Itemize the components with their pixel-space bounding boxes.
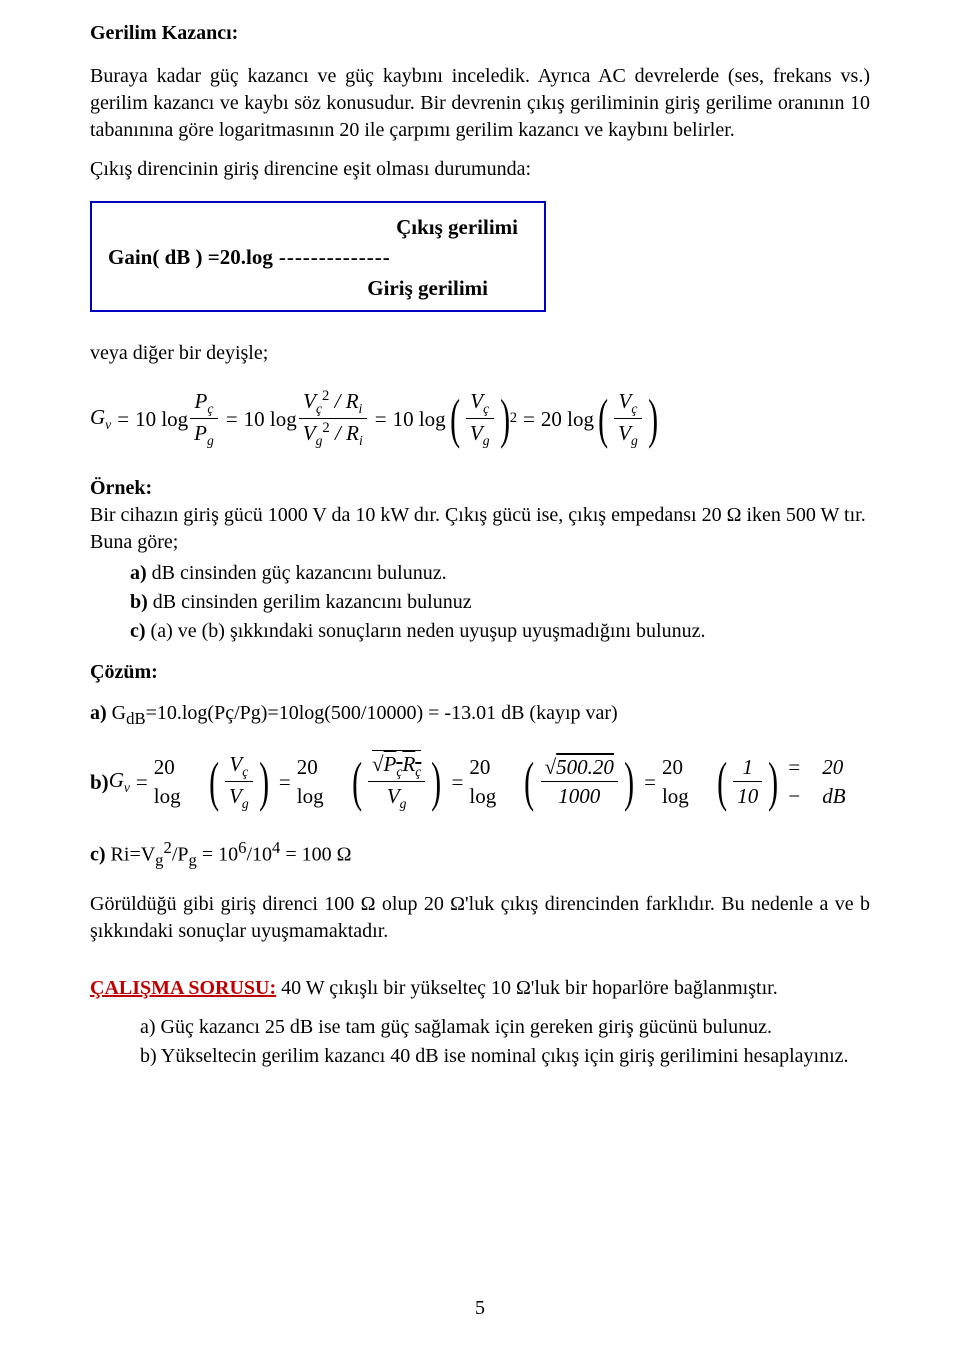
calisma-block: ÇALIŞMA SORUSU: 40 W çıkışlı bir yükselt… [90,975,870,1002]
equation-gv: Gv = 10 log Pç Pg = 10 log Vç2 / Ri Vg2 … [90,387,870,451]
ornek-block: Örnek: Bir cihazın giriş gücü 1000 V da … [90,475,870,556]
page-container: Gerilim Kazancı: Buraya kadar güç kazanc… [0,0,960,1350]
box-mid-left: Gain( dB ) =20.log [108,243,273,271]
cozum-label: Çözüm: [90,659,870,686]
gain-formula-box: Çıkış gerilimi Gain( dB ) =20.log ------… [90,201,546,312]
sqrt-500-20: 500.20 [556,755,614,779]
paragraph-1: Buraya kadar güç kazancı ve güç kaybını … [90,63,870,144]
den-1000: 1000 [554,782,604,810]
page-number: 5 [0,1295,960,1322]
solution-c: c) Ri=Vg2/Pg = 106/104 = 100 Ω [90,837,870,872]
b-label: b) [90,768,109,796]
ornek-label: Örnek: [90,477,152,499]
heading: Gerilim Kazancı: [90,20,870,47]
list-item-b: b) dB cinsinden gerilim kazancını bulunu… [130,589,870,616]
c-label: c) [90,844,111,866]
solution-a: a) GdB=10.log(Pç/Pg)=10log(500/10000) = … [90,700,870,731]
box-bot-line: Giriş gerilimi [108,274,528,302]
calisma-label: ÇALIŞMA SORUSU: [90,977,276,999]
calisma-item-b: b) Yükseltecin gerilim kazancı 40 dB ise… [140,1043,870,1070]
goruldu-paragraph: Görüldüğü gibi giriş direnci 100 Ω olup … [90,891,870,945]
veya-line: veya diğer bir deyişle; [90,340,870,367]
num-1: 1 [738,753,757,781]
ornek-text: Bir cihazın giriş gücü 1000 V da 10 kW d… [90,504,866,553]
box-dashes: -------------- [273,243,528,271]
result-20db: 20 dB [822,753,870,810]
box-mid-line: Gain( dB ) =20.log -------------- [108,243,528,271]
ornek-list: a) dB cinsinden güç kazancını bulunuz. b… [130,560,870,645]
list-item-a: a) dB cinsinden güç kazancını bulunuz. [130,560,870,587]
calisma-list: a) Güç kazancı 25 dB ise tam güç sağlama… [140,1014,870,1070]
list-item-c: c) (a) ve (b) şıkkındaki sonuçların nede… [130,618,870,645]
a-label: a) [90,702,112,724]
den-10: 10 [733,782,762,810]
box-top-line: Çıkış gerilimi [108,213,528,241]
calisma-item-a: a) Güç kazancı 25 dB ise tam güç sağlama… [140,1014,870,1041]
equation-b: b) Gv = 20 log ( Vç Vg ) = 20 log ( √PçR… [90,750,870,813]
calisma-tail: 40 W çıkışlı bir yükselteç 10 Ω'luk bir … [276,977,778,999]
paragraph-2: Çıkış direncinin giriş direncine eşit ol… [90,156,870,183]
